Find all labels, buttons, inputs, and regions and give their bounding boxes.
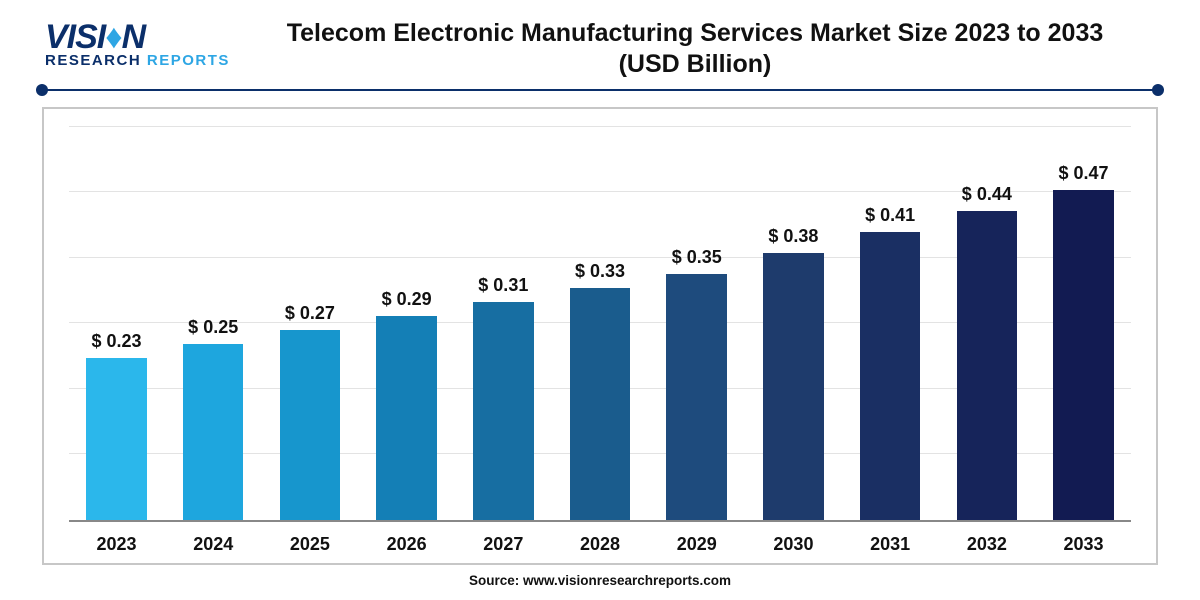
bar-group: $ 0.41 [853, 127, 927, 521]
x-axis: 2023 2024 2025 2026 2027 2028 2029 2030 2031 2032… [69, 522, 1131, 555]
bar-value-label: $ 0.35 [672, 247, 722, 274]
chart-box: $ 0.23$ 0.25$ 0.27$ 0.29$ 0.31$ 0.33$ 0.… [42, 107, 1158, 566]
bar: $ 0.41 [860, 232, 921, 520]
bar-value-label: $ 0.41 [865, 205, 915, 232]
bar-group: $ 0.35 [660, 127, 734, 521]
x-tick: 2023 [80, 534, 154, 555]
bar-group: $ 0.31 [466, 127, 540, 521]
chart-title: Telecom Electronic Manufacturing Service… [270, 18, 1120, 81]
bar-group: $ 0.33 [563, 127, 637, 521]
bar: $ 0.31 [473, 302, 534, 520]
logo-sub-accent: REPORTS [147, 52, 230, 69]
title-block: Telecom Electronic Manufacturing Service… [270, 18, 1180, 81]
x-tick: 2024 [176, 534, 250, 555]
x-tick: 2028 [563, 534, 637, 555]
bar-value-label: $ 0.31 [478, 275, 528, 302]
bar-group: $ 0.47 [1047, 127, 1121, 521]
bar: $ 0.35 [666, 274, 727, 520]
logo-post: N [122, 18, 146, 56]
bar: $ 0.33 [570, 288, 631, 520]
chart-container: VISI♦N RESEARCH REPORTS Telecom Electron… [0, 0, 1200, 600]
logo-line2: RESEARCH REPORTS [45, 52, 260, 69]
plot-area: $ 0.23$ 0.25$ 0.27$ 0.29$ 0.31$ 0.33$ 0.… [69, 127, 1131, 523]
bar: $ 0.38 [763, 253, 824, 520]
header: VISI♦N RESEARCH REPORTS Telecom Electron… [20, 18, 1180, 81]
bar: $ 0.27 [280, 330, 341, 520]
bar-value-label: $ 0.38 [768, 226, 818, 253]
bar: $ 0.29 [376, 316, 437, 520]
bar-value-label: $ 0.33 [575, 261, 625, 288]
logo-line1: VISI♦N [45, 20, 260, 54]
bar-value-label: $ 0.23 [91, 331, 141, 358]
bar: $ 0.23 [86, 358, 147, 520]
bar-group: $ 0.44 [950, 127, 1024, 521]
x-tick: 2027 [466, 534, 540, 555]
bar: $ 0.25 [183, 344, 244, 520]
bar-value-label: $ 0.47 [1059, 163, 1109, 190]
bar: $ 0.47 [1053, 190, 1114, 520]
x-tick: 2029 [660, 534, 734, 555]
bar-group: $ 0.29 [370, 127, 444, 521]
x-tick: 2031 [853, 534, 927, 555]
brand-logo: VISI♦N RESEARCH REPORTS [20, 18, 260, 69]
logo-sub-pre: RESEARCH [45, 52, 147, 69]
bar-value-label: $ 0.29 [382, 289, 432, 316]
bar-value-label: $ 0.25 [188, 317, 238, 344]
bar: $ 0.44 [957, 211, 1018, 520]
x-tick: 2025 [273, 534, 347, 555]
title-underline [42, 89, 1158, 93]
bar-group: $ 0.23 [80, 127, 154, 521]
x-tick: 2033 [1047, 534, 1121, 555]
x-tick: 2026 [370, 534, 444, 555]
logo-accent-icon: ♦ [105, 18, 121, 56]
x-tick: 2030 [757, 534, 831, 555]
logo-pre: VISI [45, 18, 105, 56]
bar-group: $ 0.25 [176, 127, 250, 521]
bar-group: $ 0.27 [273, 127, 347, 521]
x-tick: 2032 [950, 534, 1024, 555]
bar-value-label: $ 0.44 [962, 184, 1012, 211]
source-text: Source: www.visionresearchreports.com [20, 565, 1180, 590]
bar-group: $ 0.38 [757, 127, 831, 521]
bar-value-label: $ 0.27 [285, 303, 335, 330]
